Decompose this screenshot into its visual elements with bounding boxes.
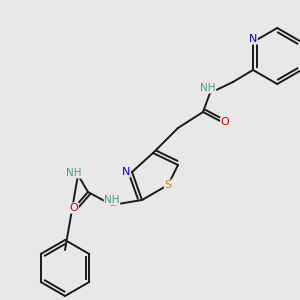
Text: S: S xyxy=(164,180,172,190)
Text: N: N xyxy=(122,167,130,177)
Text: O: O xyxy=(70,203,78,213)
Text: NH: NH xyxy=(200,83,216,93)
Text: NH: NH xyxy=(66,168,82,178)
Text: N: N xyxy=(249,34,257,44)
Text: O: O xyxy=(220,117,230,127)
Text: NH: NH xyxy=(104,195,120,205)
